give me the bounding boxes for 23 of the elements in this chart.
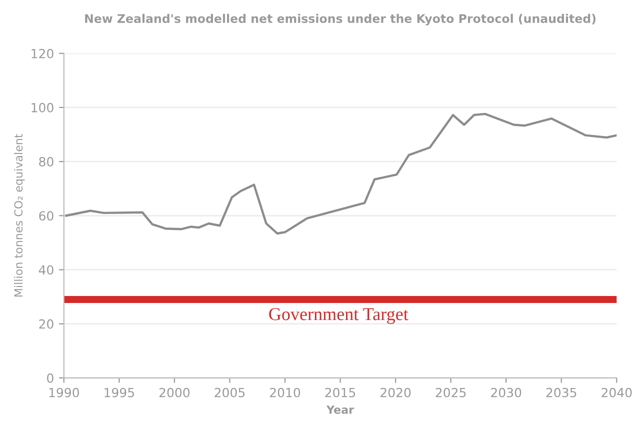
y-tick-label: 100 <box>32 102 54 112</box>
x-tick-label: 2010 <box>270 388 300 398</box>
x-tick-label: 1990 <box>49 388 79 398</box>
x-tick-label: 2020 <box>380 388 411 398</box>
x-tick-label: 2040 <box>602 388 632 398</box>
x-tick-label: 2015 <box>325 388 356 398</box>
x-tick-label: 2035 <box>546 388 576 398</box>
ref-line-label: Government Target <box>269 308 408 324</box>
y-tick-label: 120 <box>32 48 54 58</box>
y-tick-label: 80 <box>39 157 54 166</box>
chart-title: New Zealand's modelled net emissions under the Kyoto Protocol (unaudited) <box>85 14 596 26</box>
y-tick-label: 40 <box>38 265 54 275</box>
x-tick-label: 1995 <box>104 388 134 398</box>
x-axis-title: Year <box>326 406 354 414</box>
x-tick-label: 2000 <box>159 388 190 398</box>
x-tick-label: 2030 <box>491 388 522 398</box>
y-tick-label: 0 <box>47 373 54 383</box>
x-tick-label: 2005 <box>214 388 245 398</box>
y-tick-label: 60 <box>39 211 54 221</box>
line-series <box>65 112 617 235</box>
y-axis-title: Million tonnes CO₂ equivalent <box>14 134 25 297</box>
x-tick-label: 2025 <box>436 388 466 398</box>
y-tick-label: 20 <box>39 319 54 329</box>
